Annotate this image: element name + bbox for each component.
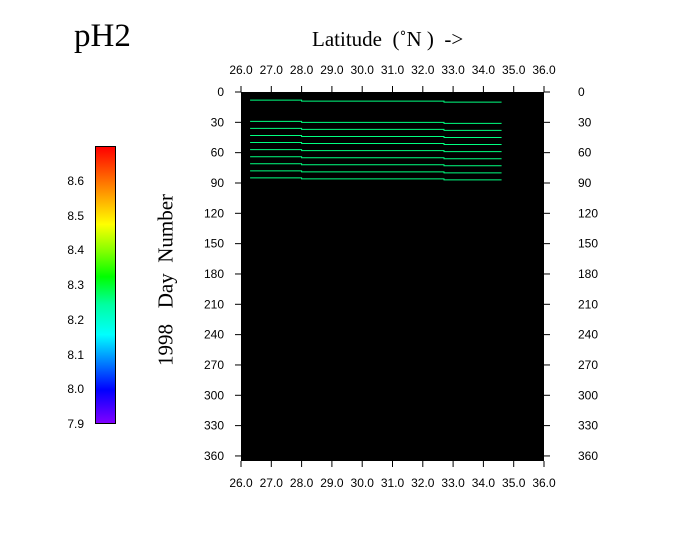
y-tick-label-left: 150 <box>204 237 224 251</box>
x-tick-label-bottom: 32.0 <box>411 476 435 490</box>
colorbar-tick-label: 7.9 <box>67 417 84 431</box>
page-title: pH2 <box>74 18 131 54</box>
y-tick-label-right: 120 <box>578 206 598 220</box>
colorbar-tick-label: 8.1 <box>67 347 84 362</box>
x-tick-label-top: 32.0 <box>411 63 435 77</box>
x-tick-label-bottom: 34.0 <box>472 476 496 490</box>
y-tick-label-left: 210 <box>204 297 224 311</box>
contour-line <box>250 142 502 146</box>
x-tick-label-top: 28.0 <box>290 63 314 77</box>
y-tick-label-right: 60 <box>578 146 592 160</box>
y-tick-label-right: 30 <box>578 115 592 129</box>
y-tick-label-right: 360 <box>578 449 598 463</box>
y-tick-label-left: 330 <box>204 419 224 433</box>
y-tick-label-right: 210 <box>578 297 598 311</box>
contour-line <box>250 156 502 160</box>
x-tick-label-top: 33.0 <box>441 63 465 77</box>
y-tick-label-left: 60 <box>211 146 225 160</box>
colorbar-tick-label: 8.4 <box>67 243 84 258</box>
y-tick-label-right: 180 <box>578 267 598 281</box>
y-tick-label-left: 270 <box>204 358 224 372</box>
y-tick-label-left: 240 <box>204 328 224 342</box>
x-tick-label-top: 29.0 <box>320 63 344 77</box>
y-tick-label-left: 0 <box>217 85 224 99</box>
x-tick-label-bottom: 27.0 <box>260 476 284 490</box>
y-tick-label-left: 90 <box>211 176 225 190</box>
x-tick-label-bottom: 36.0 <box>532 476 556 490</box>
x-tick-label-top: 26.0 <box>229 63 253 77</box>
colorbar-tick-label: 8.3 <box>67 278 84 292</box>
x-tick-label-top: 31.0 <box>381 63 405 77</box>
contour-line <box>250 99 502 103</box>
y-tick-label-left: 180 <box>204 267 224 281</box>
y-tick-label-left: 360 <box>204 449 224 463</box>
contour-line <box>250 127 502 131</box>
x-tick-label-top: 34.0 <box>472 63 496 77</box>
x-tick-label-bottom: 33.0 <box>441 476 465 490</box>
contour-line <box>250 163 502 167</box>
x-axis-title: Latitude (˚N ) -> <box>312 27 464 51</box>
y-tick-label-right: 270 <box>578 358 598 372</box>
contour-line <box>250 149 502 153</box>
colorbar-tick-label: 8.2 <box>67 312 84 327</box>
y-tick-label-left: 300 <box>204 388 224 402</box>
colorbar-tick-label: 8.5 <box>67 208 84 223</box>
y-tick-label-right: 330 <box>578 419 598 433</box>
y-tick-label-right: 150 <box>578 237 598 251</box>
y-tick-label-left: 30 <box>211 115 225 129</box>
y-tick-label-right: 300 <box>578 388 598 402</box>
contour-line <box>250 177 502 181</box>
contour-line <box>250 170 502 174</box>
colorbar-tick-label: 8.0 <box>67 382 84 397</box>
x-tick-label-top: 27.0 <box>260 63 284 77</box>
y-tick-label-right: 90 <box>578 176 592 190</box>
x-tick-label-bottom: 30.0 <box>351 476 375 490</box>
x-tick-label-bottom: 26.0 <box>229 476 253 490</box>
y-tick-label-left: 120 <box>204 206 224 220</box>
x-tick-label-top: 36.0 <box>532 63 556 77</box>
colorbar <box>95 146 116 424</box>
x-tick-label-bottom: 31.0 <box>381 476 405 490</box>
x-tick-label-bottom: 28.0 <box>290 476 314 490</box>
x-tick-label-top: 35.0 <box>502 63 526 77</box>
x-tick-label-bottom: 29.0 <box>320 476 344 490</box>
colorbar-tick-label: 8.6 <box>67 173 84 188</box>
x-tick-label-bottom: 35.0 <box>502 476 526 490</box>
plot-area <box>241 92 544 461</box>
y-tick-label-right: 0 <box>578 85 585 99</box>
contour-line <box>250 134 502 138</box>
y-tick-label-right: 240 <box>578 328 598 342</box>
x-tick-label-top: 30.0 <box>351 63 375 77</box>
contour-line <box>250 120 502 124</box>
